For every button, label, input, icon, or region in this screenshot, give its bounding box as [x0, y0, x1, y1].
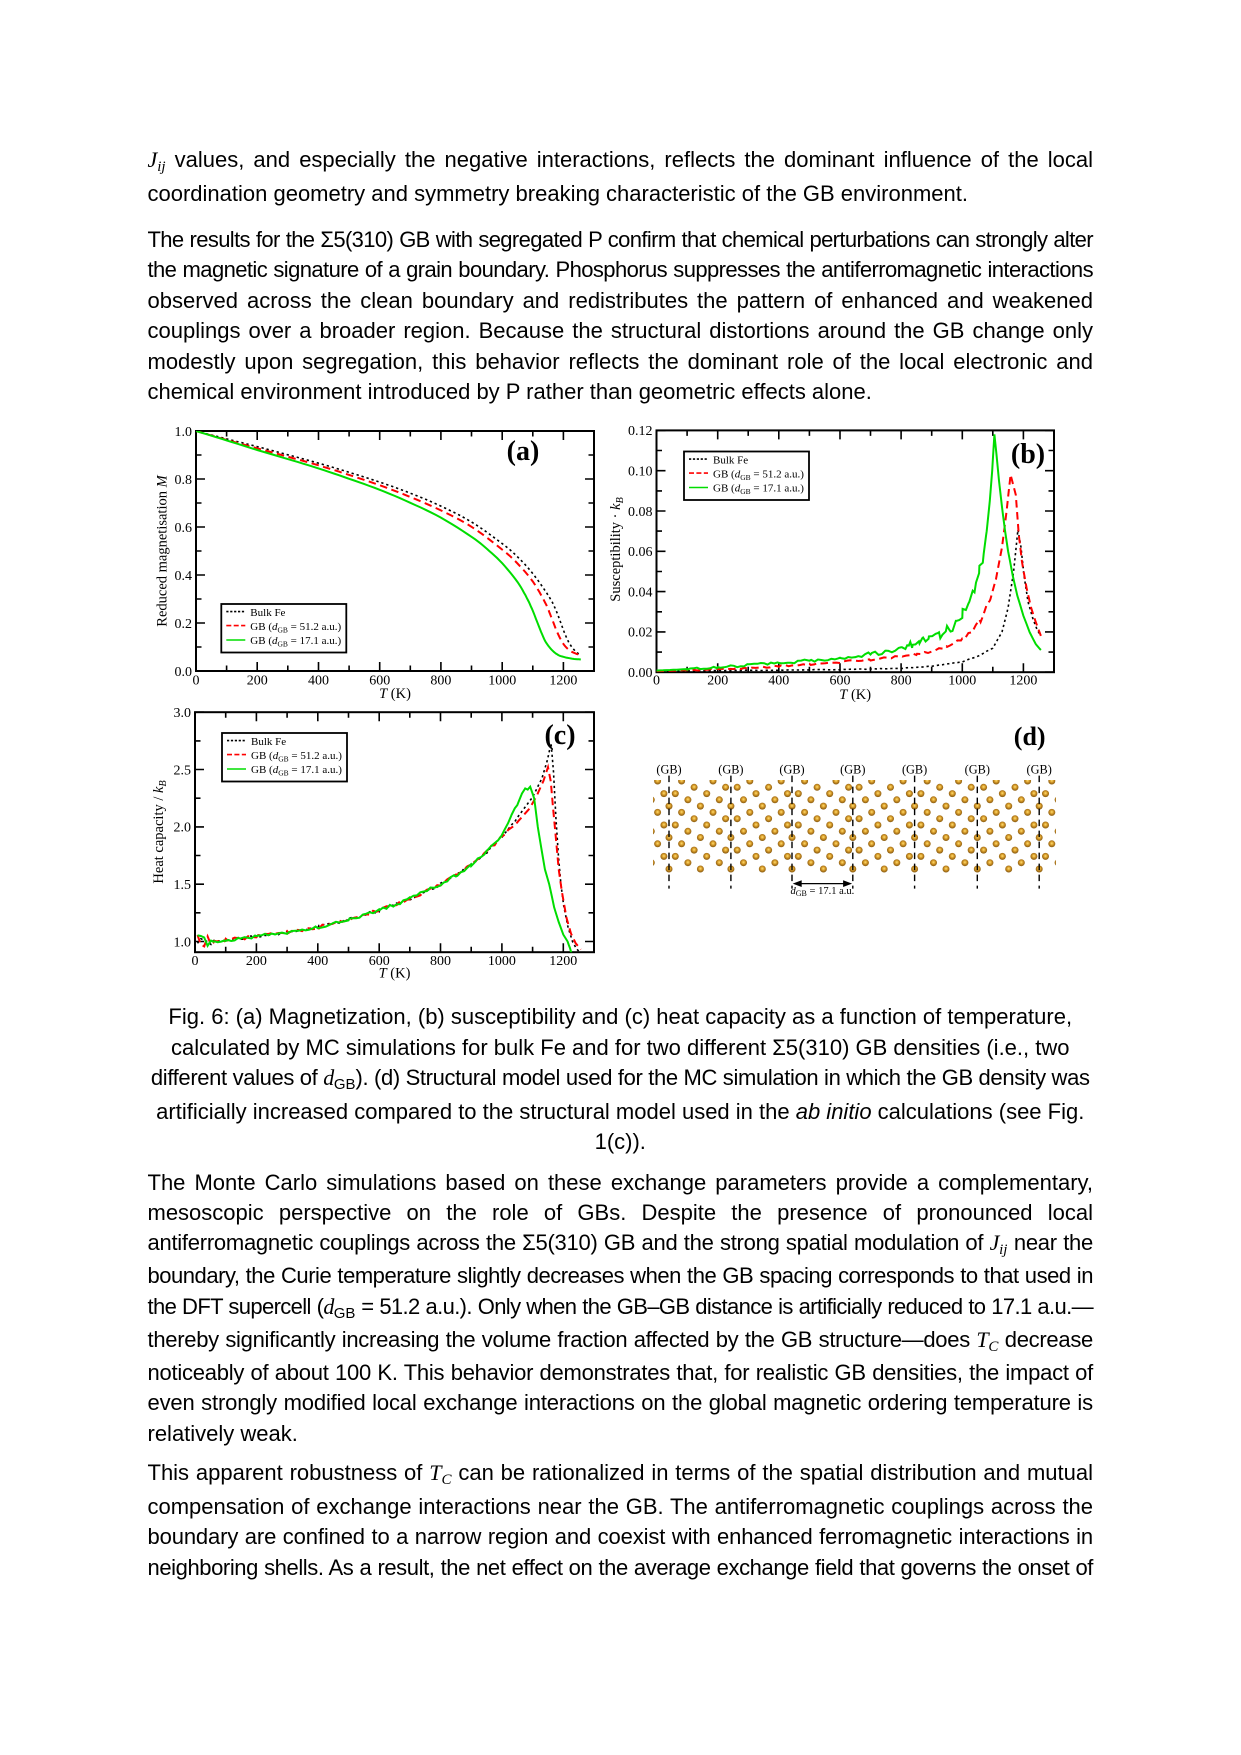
svg-text:Reduced magnetisation M: Reduced magnetisation M [155, 474, 171, 626]
svg-text:1.0: 1.0 [174, 935, 192, 950]
svg-text:800: 800 [891, 673, 912, 688]
svg-text:0.4: 0.4 [175, 569, 193, 584]
svg-text:0: 0 [192, 954, 199, 969]
svg-text:Bulk Fe: Bulk Fe [713, 454, 748, 466]
svg-text:(GB): (GB) [965, 763, 990, 777]
svg-text:(d): (d) [1014, 722, 1046, 751]
svg-text:T (K): T (K) [839, 687, 871, 703]
svg-text:(GB): (GB) [718, 763, 743, 777]
svg-text:0.08: 0.08 [628, 505, 653, 520]
svg-text:0.00: 0.00 [628, 666, 653, 681]
svg-text:1000: 1000 [488, 673, 516, 688]
svg-text:1000: 1000 [488, 954, 516, 969]
svg-text:0: 0 [653, 673, 660, 688]
svg-text:T (K): T (K) [379, 966, 411, 982]
svg-text:0.6: 0.6 [175, 521, 193, 536]
svg-text:1.0: 1.0 [175, 425, 193, 440]
svg-text:Bulk Fe: Bulk Fe [251, 736, 286, 748]
svg-text:600: 600 [369, 673, 390, 688]
svg-text:400: 400 [768, 673, 789, 688]
svg-text:1200: 1200 [549, 673, 577, 688]
svg-text:3.0: 3.0 [174, 706, 192, 721]
svg-text:(GB): (GB) [779, 763, 804, 777]
svg-text:200: 200 [246, 954, 267, 969]
svg-text:1200: 1200 [549, 954, 577, 969]
svg-text:(GB): (GB) [840, 763, 865, 777]
svg-text:0.2: 0.2 [175, 617, 193, 632]
svg-text:1200: 1200 [1009, 673, 1037, 688]
svg-text:1000: 1000 [948, 673, 976, 688]
svg-text:0: 0 [193, 673, 200, 688]
svg-text:600: 600 [369, 954, 390, 969]
svg-text:(GB): (GB) [1027, 763, 1052, 777]
svg-text:0.06: 0.06 [628, 545, 653, 560]
svg-text:200: 200 [247, 673, 268, 688]
svg-text:GB (dGB = 17.1 a.u.): GB (dGB = 17.1 a.u.) [713, 483, 804, 497]
svg-text:GB (dGB = 51.2 a.u.): GB (dGB = 51.2 a.u.) [251, 750, 342, 764]
svg-text:600: 600 [830, 673, 851, 688]
svg-text:(GB): (GB) [656, 763, 681, 777]
svg-text:GB (dGB = 51.2 a.u.): GB (dGB = 51.2 a.u.) [250, 621, 341, 635]
svg-text:400: 400 [307, 954, 328, 969]
svg-text:Bulk Fe: Bulk Fe [250, 607, 285, 619]
svg-text:2.5: 2.5 [174, 763, 192, 778]
svg-text:200: 200 [707, 673, 728, 688]
svg-text:400: 400 [308, 673, 329, 688]
svg-text:0.02: 0.02 [628, 626, 653, 641]
svg-text:GB (dGB = 51.2 a.u.): GB (dGB = 51.2 a.u.) [713, 468, 804, 482]
svg-text:(GB): (GB) [902, 763, 927, 777]
svg-text:GB (dGB = 17.1 a.u.): GB (dGB = 17.1 a.u.) [250, 635, 341, 649]
svg-text:0.10: 0.10 [628, 465, 653, 480]
svg-text:800: 800 [430, 954, 451, 969]
svg-text:Heat capacity / kB: Heat capacity / kB [151, 780, 169, 883]
svg-text:1.5: 1.5 [174, 878, 192, 893]
svg-text:GB (dGB = 17.1 a.u.): GB (dGB = 17.1 a.u.) [251, 764, 342, 778]
svg-text:Susceptibility · kB: Susceptibility · kB [608, 497, 626, 601]
svg-text:0.0: 0.0 [175, 665, 193, 680]
svg-text:800: 800 [430, 673, 451, 688]
svg-text:dGB = 17.1 a.u.: dGB = 17.1 a.u. [791, 886, 855, 898]
svg-text:(a): (a) [507, 436, 540, 467]
svg-text:(c): (c) [544, 720, 575, 751]
svg-text:0.12: 0.12 [628, 424, 653, 439]
svg-text:(b): (b) [1011, 439, 1045, 470]
svg-text:2.0: 2.0 [174, 821, 192, 836]
svg-text:T (K): T (K) [379, 686, 411, 702]
svg-text:0.8: 0.8 [175, 473, 193, 488]
svg-text:0.04: 0.04 [628, 585, 653, 600]
